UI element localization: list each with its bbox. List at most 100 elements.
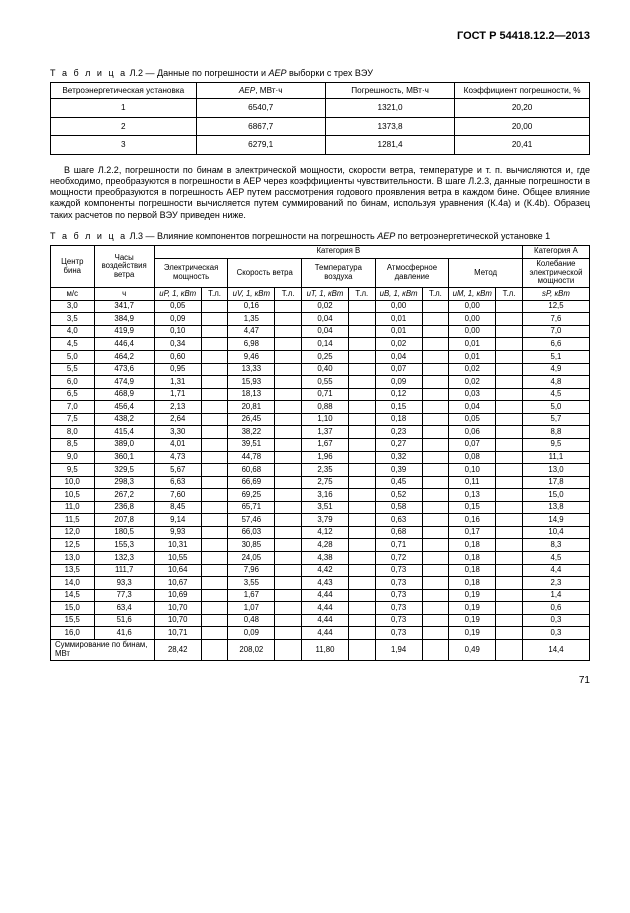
- table-cell: 0,3: [522, 627, 589, 640]
- table-cell: 1,71: [154, 388, 201, 401]
- table-cell: [422, 489, 449, 502]
- table-cell: 0,52: [375, 489, 422, 502]
- t3-s-c8: sP, кВт: [522, 288, 589, 301]
- table-cell: [496, 338, 523, 351]
- table-cell: 464,2: [94, 351, 154, 364]
- table-cell: 329,5: [94, 464, 154, 477]
- table-cell: 1: [51, 99, 197, 117]
- table-cell: 0,07: [449, 438, 496, 451]
- table-cell: 2,13: [154, 401, 201, 414]
- table-cell: [496, 313, 523, 326]
- table-cell: [275, 614, 302, 627]
- table-cell: 0,15: [375, 401, 422, 414]
- table-cell: [201, 526, 228, 539]
- table-cell: 39,51: [228, 438, 275, 451]
- table-cell: 0,32: [375, 451, 422, 464]
- table-cell: [422, 338, 449, 351]
- t3-s-c5a: uT, 1, кВт: [302, 288, 349, 301]
- table-cell: 1,07: [228, 602, 275, 615]
- table-cell: [422, 413, 449, 426]
- table-cell: 0,07: [375, 363, 422, 376]
- table-cell: 0,63: [375, 514, 422, 527]
- table-cell: [275, 464, 302, 477]
- table-cell: 0,15: [449, 501, 496, 514]
- table-cell: 6,6: [522, 338, 589, 351]
- table-cell: 10,0: [51, 476, 95, 489]
- table-cell: 1,96: [302, 451, 349, 464]
- table-cell: [422, 602, 449, 615]
- table-cell: 0,12: [375, 388, 422, 401]
- table-cell: [422, 351, 449, 364]
- t3-s-c4a: uV, 1, кВт: [228, 288, 275, 301]
- table-cell: 1,10: [302, 413, 349, 426]
- table-cell: 0,73: [375, 589, 422, 602]
- t3-h-press: Атмосферное давление: [375, 258, 449, 288]
- table-cell: 9,46: [228, 351, 275, 364]
- table-cell: [275, 539, 302, 552]
- table-cell: [348, 338, 375, 351]
- table-cell: [348, 476, 375, 489]
- table-cell: 4,44: [302, 614, 349, 627]
- table-cell: 0,05: [449, 413, 496, 426]
- table-cell: 0,18: [449, 577, 496, 590]
- table-cell: [496, 325, 523, 338]
- table-cell: 207,8: [94, 514, 154, 527]
- table-l3: Центр бина Часы воздействия ветра Катего…: [50, 245, 590, 661]
- table-cell: 0,71: [302, 388, 349, 401]
- table-cell: [201, 451, 228, 464]
- table-cell: 0,03: [449, 388, 496, 401]
- table-row: 4,5446,40,346,980,140,020,016,6: [51, 338, 590, 351]
- table-cell: 419,9: [94, 325, 154, 338]
- table-row: 10,0298,36,6366,692,750,450,1117,8: [51, 476, 590, 489]
- t3-s-c1: м/с: [51, 288, 95, 301]
- table-cell: [422, 577, 449, 590]
- table-cell: [422, 376, 449, 389]
- table-cell: 0,73: [375, 564, 422, 577]
- table-cell: 0,19: [449, 602, 496, 615]
- table-cell: 3,5: [51, 313, 95, 326]
- table-cell: 3,51: [302, 501, 349, 514]
- table-cell: [422, 426, 449, 439]
- table-cell: 0,06: [449, 426, 496, 439]
- table-cell: [348, 325, 375, 338]
- table-cell: 0,60: [154, 351, 201, 364]
- t3-h-osc: Колебание электрической мощности: [522, 258, 589, 288]
- table-cell: 415,4: [94, 426, 154, 439]
- table-cell: 0,73: [375, 602, 422, 615]
- t3-s-c6b: Т.л.: [422, 288, 449, 301]
- table-cell: 8,45: [154, 501, 201, 514]
- table-cell: 12,5: [51, 539, 95, 552]
- table-cell: 1373,8: [325, 117, 454, 135]
- t2-head-aep: AEP, МВт·ч: [196, 83, 325, 99]
- table-cell: [496, 627, 523, 640]
- table-cell: 15,0: [522, 489, 589, 502]
- table-cell: 1,37: [302, 426, 349, 439]
- table-row: 14,093,310,673,554,430,730,182,3: [51, 577, 590, 590]
- table-cell: 10,67: [154, 577, 201, 590]
- table-cell: [348, 426, 375, 439]
- t3-sum-5: [348, 639, 375, 660]
- table-row: 7,5438,22,6426,451,100,180,055,7: [51, 413, 590, 426]
- t3-h-method: Метод: [449, 258, 523, 288]
- table-cell: 4,12: [302, 526, 349, 539]
- table-cell: 6,63: [154, 476, 201, 489]
- table-cell: [496, 376, 523, 389]
- table-cell: [201, 438, 228, 451]
- table-cell: [201, 577, 228, 590]
- table-cell: 360,1: [94, 451, 154, 464]
- table-cell: 0,18: [375, 413, 422, 426]
- table-row: 12,5155,310,3130,854,280,710,188,3: [51, 539, 590, 552]
- table-cell: 77,3: [94, 589, 154, 602]
- table-cell: [422, 539, 449, 552]
- table-cell: 0,40: [302, 363, 349, 376]
- table-row: 8,0415,43,3038,221,370,230,068,8: [51, 426, 590, 439]
- table-cell: 0,09: [228, 627, 275, 640]
- table-cell: [201, 476, 228, 489]
- table-cell: 0,3: [522, 614, 589, 627]
- table-cell: 0,18: [449, 539, 496, 552]
- table-cell: 9,5: [51, 464, 95, 477]
- table-cell: [422, 313, 449, 326]
- table-cell: 0,18: [449, 552, 496, 565]
- table-cell: 4,44: [302, 589, 349, 602]
- table-cell: 57,46: [228, 514, 275, 527]
